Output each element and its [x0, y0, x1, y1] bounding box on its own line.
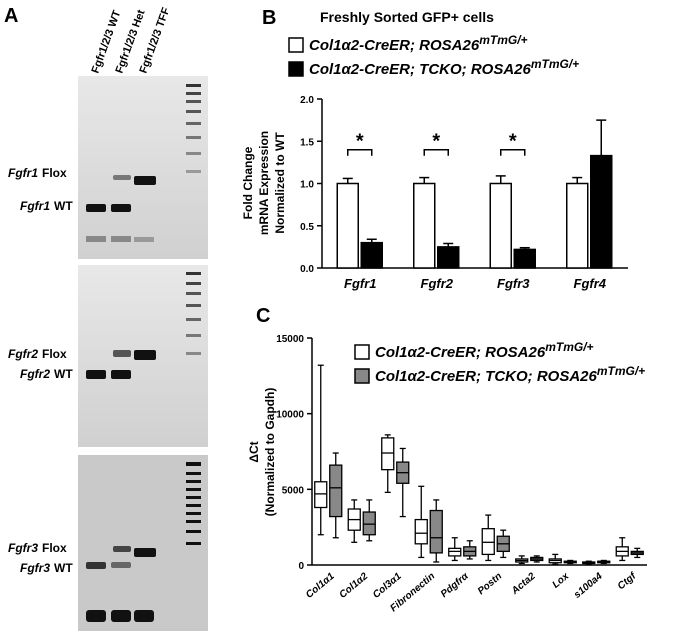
bar: [566, 182, 589, 269]
band-label: Fgfr3 WT: [20, 561, 73, 575]
box: [362, 511, 376, 536]
legend-name: Col1α2-CreER; TCKO; ROSA26: [375, 368, 597, 385]
bar: [590, 154, 613, 269]
gel-image: [78, 76, 208, 259]
legend-label: Col1α2-CreER; ROSA26mTmG/+: [309, 33, 528, 54]
significance-bracket: [347, 148, 373, 156]
box: [381, 437, 395, 471]
x-tick-label: s100a4: [572, 571, 605, 601]
panel-label: A: [4, 5, 18, 27]
gel-bands: [86, 462, 201, 622]
box: [481, 528, 495, 556]
legend-swatch: [354, 368, 370, 384]
x-tick-label: Postn: [476, 571, 504, 597]
y-tick-label: 10000: [276, 410, 304, 421]
x-tick-label: Pdgfrα: [439, 570, 471, 600]
y-axis-label: Normalized to WT: [273, 132, 287, 234]
gel-bands: [86, 84, 201, 242]
x-tick-label: Fgfr2: [421, 276, 454, 291]
box: [429, 509, 443, 554]
x-tick-label: Lox: [550, 571, 571, 591]
legend-superscript: mTmG/+: [479, 33, 527, 47]
bar: [360, 241, 383, 269]
bar: [437, 246, 460, 269]
legend-superscript: mTmG/+: [597, 364, 645, 378]
band-label: Fgfr2 WT: [20, 367, 73, 381]
y-axis-label: mRNA Expression: [257, 131, 271, 235]
significance-label: *: [509, 131, 517, 153]
bar: [489, 182, 512, 269]
box: [329, 464, 343, 518]
y-tick-label: 2.0: [300, 95, 314, 106]
legend-superscript: mTmG/+: [531, 57, 579, 71]
y-tick-label: 1.0: [300, 180, 314, 191]
panel-a: A Fgfr1/2/3 WT Fgfr1/2/3 Het Fgfr1/2/3 T…: [4, 5, 208, 631]
legend-name: Col1α2-CreER; TCKO; ROSA26: [309, 61, 531, 78]
significance-label: *: [356, 131, 364, 153]
bar: [513, 248, 536, 269]
x-tick-label: Col1α2: [337, 571, 370, 601]
box: [314, 481, 328, 509]
band-label: Fgfr1 Flox: [8, 166, 67, 180]
legend-label: Col1α2-CreER; TCKO; ROSA26mTmG/+: [309, 57, 579, 78]
legend-label: Col1α2-CreER; TCKO; ROSA26mTmG/+: [375, 364, 645, 385]
y-tick-label: 0: [298, 561, 304, 572]
legend-swatch: [288, 61, 304, 77]
significance-bracket: [423, 148, 449, 156]
y-axis-label: Fold Change: [241, 146, 255, 219]
significance-bracket: [500, 148, 526, 156]
y-tick-label: 1.5: [300, 137, 314, 148]
legend-swatch: [288, 37, 304, 53]
x-tick-label: Ctgf: [616, 570, 640, 592]
y-tick-label: 0.0: [300, 264, 314, 275]
panel-label: B: [262, 7, 276, 29]
chart-title: Freshly Sorted GFP+ cells: [320, 9, 494, 25]
y-tick-label: 15000: [276, 334, 304, 345]
gel-bands: [86, 272, 201, 379]
band-label: Fgfr2 Flox: [8, 347, 67, 361]
box: [448, 547, 462, 557]
significance-label: *: [432, 131, 440, 153]
x-tick-label: Fgfr3: [497, 276, 530, 291]
y-tick-label: 5000: [282, 485, 305, 496]
legend-label: Col1α2-CreER; ROSA26mTmG/+: [375, 340, 594, 361]
x-tick-label: Fgfr4: [574, 276, 607, 291]
x-tick-label: Acta2: [509, 571, 538, 598]
legend-superscript: mTmG/+: [545, 340, 593, 354]
x-tick-label: Col1α1: [304, 571, 337, 601]
bar: [413, 182, 436, 269]
y-axis-label: ΔCt: [247, 441, 261, 462]
box: [414, 518, 428, 545]
bar: [336, 182, 359, 269]
panel-label: C: [256, 305, 270, 327]
legend-swatch: [354, 344, 370, 360]
band-label: Fgfr3 Flox: [8, 541, 67, 555]
legend-name: Col1α2-CreER; ROSA26: [375, 344, 546, 361]
band-label: Fgfr1 WT: [20, 199, 73, 213]
x-tick-label: Fgfr1: [344, 276, 377, 291]
legend-name: Col1α2-CreER; ROSA26: [309, 37, 480, 54]
y-axis-label: (Normalized to Gapdh): [263, 388, 277, 517]
y-tick-label: 0.5: [300, 222, 314, 233]
